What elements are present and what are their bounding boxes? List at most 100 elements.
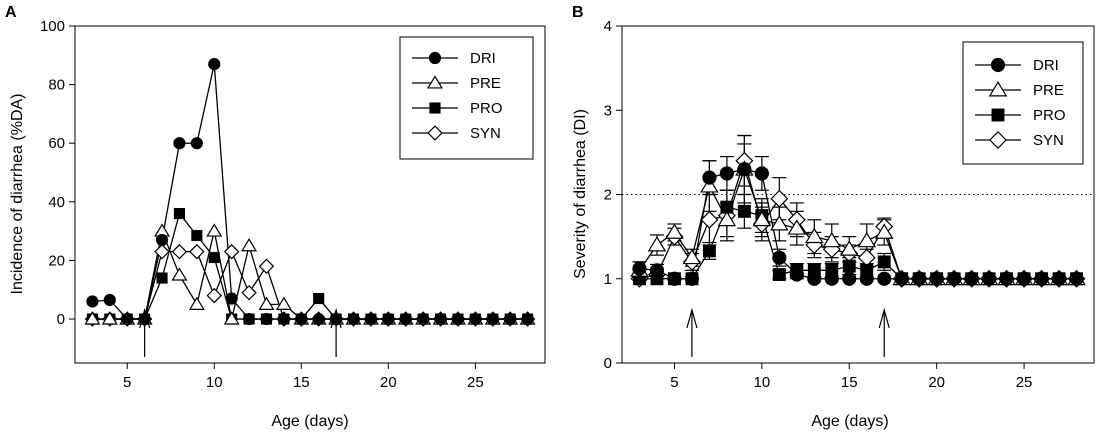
- panel-a-y-tick-label: 60: [48, 135, 65, 152]
- panel-b-legend-entry-pre: PRE: [975, 81, 1064, 99]
- panel-b-point-pre: [770, 215, 789, 231]
- panel-a-point-dri: [330, 312, 343, 326]
- panel-b-point-dri: [824, 271, 839, 286]
- panel-b-point-dri: [632, 261, 647, 276]
- panel-a-y-tick-label: 0: [57, 311, 65, 328]
- legend-marker-dri: [990, 57, 1006, 73]
- panel-a-point-dri: [434, 312, 447, 326]
- panel-a-point-dri: [417, 312, 430, 326]
- panel-b-point-dri: [982, 271, 997, 286]
- panel-a-y-tick-label: 20: [48, 252, 65, 269]
- panel-b-point-dri: [1034, 271, 1049, 286]
- panel-b-point-dri: [1051, 271, 1067, 286]
- panel-a-point-pro: [173, 207, 185, 220]
- panel-b-label: B: [572, 4, 584, 21]
- panel-a-x-tick-label: 5: [123, 374, 131, 391]
- panel-b-point-pre: [840, 240, 859, 256]
- panel-a-point-dri: [121, 312, 134, 326]
- panel-b-point-dri: [754, 166, 769, 181]
- panel-b-point-dri: [964, 271, 979, 286]
- panel-a-point-dri: [399, 312, 412, 326]
- panel-b-arrows: [686, 307, 890, 357]
- legend-marker-pro: [429, 102, 441, 114]
- panel-b-point-dri: [1016, 271, 1032, 286]
- panel-b-legend: DRI PRE PRO SYN: [962, 41, 1084, 165]
- panel-b-point-pre: [717, 210, 737, 227]
- panel-a-point-dri: [382, 312, 395, 326]
- panel-b-y-tick-label: 3: [604, 102, 612, 119]
- panel-a-x-tick-label: 25: [467, 374, 484, 391]
- panel-b-point-pre: [752, 210, 772, 227]
- panel-b: B Age (days) Severity of diarrhea (DI) 5…: [572, 4, 1095, 430]
- panel-a-point-pro: [156, 272, 168, 284]
- panel-a-point-dri: [277, 312, 290, 326]
- panel-a-series: [84, 57, 536, 327]
- panel-b-point-dri: [667, 271, 682, 286]
- panel-b-point-pre: [665, 223, 684, 239]
- panel-b-point-dri: [1069, 271, 1084, 286]
- panel-a-point-pro: [313, 292, 325, 305]
- panel-a-plot-frame: [74, 25, 546, 364]
- panel-a-point-pre: [84, 311, 101, 325]
- panel-a-label: A: [5, 4, 17, 21]
- panel-b-point-pre: [857, 231, 876, 248]
- panel-a-legend-label-pro: PRO: [470, 100, 503, 117]
- panel-a-point-pre: [241, 238, 258, 252]
- panel-a-point-dri: [364, 312, 378, 326]
- panel-a-legend-label-pre: PRE: [470, 75, 501, 92]
- legend-marker-syn: [989, 131, 1007, 149]
- panel-b-point-dri: [947, 271, 962, 286]
- panel-b-point-dri: [772, 250, 787, 265]
- panel-b-point-dri: [789, 267, 804, 282]
- panel-b-axes: 5 10 15 20 25 0 1 2 3 4: [604, 18, 1033, 391]
- panel-b-point-pre: [682, 248, 702, 265]
- panel-a-point-pro: [191, 229, 203, 242]
- panel-b-point-pro: [772, 268, 786, 281]
- panel-b-legend-entry-syn: SYN: [975, 131, 1064, 149]
- panel-b-legend-entry-dri: DRI: [975, 57, 1059, 74]
- panel-a-point-dri: [155, 233, 169, 247]
- panel-a-point-dri: [469, 312, 482, 326]
- panel-b-point-dri: [877, 271, 892, 286]
- panel-a-legend-entry-dri: DRI: [412, 50, 496, 67]
- panel-a-legend: DRI PRE PRO SYN: [399, 36, 534, 160]
- panel-b-point-pro: [877, 255, 891, 269]
- panel-b-y-tick-label: 0: [604, 355, 612, 372]
- panel-a-point-dri: [225, 292, 238, 305]
- panel-b-y-tick-label: 4: [604, 18, 612, 35]
- panel-b-point-dri: [912, 271, 927, 286]
- legend-marker-syn: [427, 125, 443, 141]
- panel-b-point-dri: [684, 271, 700, 286]
- panel-b-point-pre: [822, 231, 842, 248]
- panel-a-point-syn: [258, 258, 275, 275]
- panel-a-point-syn: [154, 243, 170, 260]
- legend-marker-pro: [991, 108, 1005, 122]
- legend-marker-dri: [428, 51, 442, 65]
- panel-a-point-syn: [206, 287, 222, 304]
- panel-b-y-axis-title: Severity of diarrhea (DI): [572, 109, 589, 279]
- panel-a-point-pro: [208, 251, 220, 264]
- panel-a-point-dri: [103, 293, 116, 307]
- panel-a-legend-box: [399, 36, 534, 160]
- panel-b-point-pro: [842, 259, 856, 273]
- panel-a-point-pre: [223, 311, 240, 325]
- legend-marker-pre: [988, 81, 1008, 97]
- panel-a-point-dri: [260, 312, 273, 326]
- panel-a-point-syn: [189, 243, 205, 260]
- panel-b-y-tick-label: 1: [604, 271, 612, 288]
- panel-a-point-dri: [173, 137, 186, 150]
- panel-a-point-pre: [188, 296, 205, 310]
- panel-a-point-dri: [242, 312, 256, 326]
- panel-a-point-dri: [138, 312, 151, 326]
- panel-b-x-tick-label: 20: [928, 374, 945, 391]
- panel-b-series: [630, 134, 1086, 288]
- panel-b-x-tick-label: 10: [754, 374, 771, 391]
- panel-a-point-dri: [347, 312, 360, 326]
- panel-a-point-syn: [171, 243, 188, 260]
- panel-a-y-tick-label: 40: [48, 194, 65, 211]
- panel-b-point-dri: [894, 271, 909, 286]
- panel-b-x-tick-label: 5: [670, 374, 678, 391]
- panel-a-x-tick-label: 10: [206, 374, 223, 391]
- panel-b-point-dri: [929, 271, 944, 286]
- panel-b-point-dri: [737, 162, 752, 177]
